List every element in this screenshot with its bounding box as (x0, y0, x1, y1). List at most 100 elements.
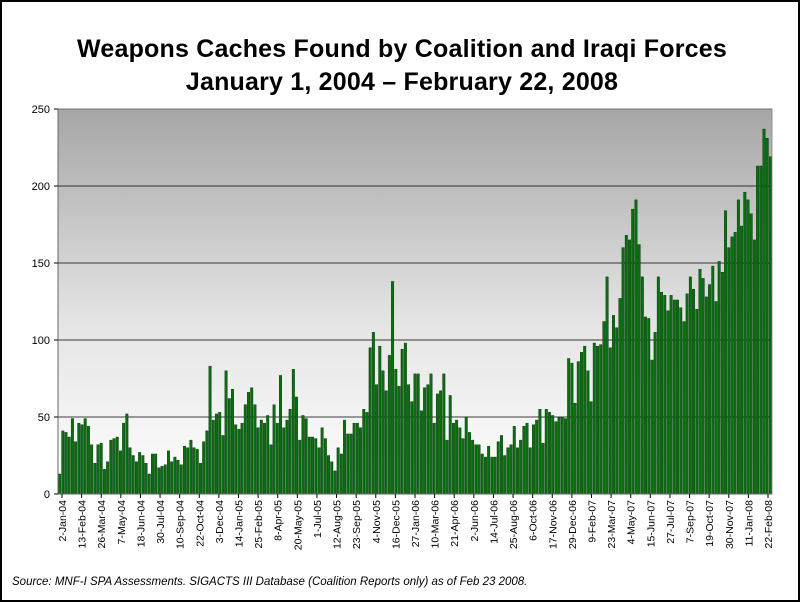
x-tick-label: 7-May-04 (116, 500, 128, 545)
bar (692, 288, 696, 495)
bar (724, 210, 728, 495)
bar (576, 361, 580, 495)
bar (352, 422, 356, 495)
bar (381, 370, 385, 495)
x-tick-label: 20-May-05 (292, 500, 304, 550)
bar (301, 415, 305, 495)
x-tick-label: 15-Jun-07 (645, 500, 657, 547)
bar (477, 444, 481, 495)
x-tick-label: 14-Jan-05 (234, 500, 246, 547)
x-tick-label: 22-Feb-08 (763, 500, 775, 549)
bar (538, 409, 542, 495)
bar (86, 426, 90, 495)
x-tick-label: 27-Jan-06 (410, 500, 422, 547)
bar (666, 310, 670, 495)
bar (202, 441, 206, 495)
bar (656, 276, 660, 495)
bar (320, 427, 324, 495)
bar (733, 231, 737, 495)
bar (183, 446, 186, 495)
bar (704, 296, 708, 495)
x-tick-label: 19-Oct-07 (704, 500, 716, 547)
bar (471, 439, 475, 495)
bar (499, 435, 503, 495)
bar (455, 419, 459, 495)
bar (211, 419, 215, 495)
bar (644, 316, 647, 495)
bar (295, 396, 298, 495)
bar (583, 345, 587, 495)
bar (384, 390, 388, 495)
bar (77, 422, 81, 495)
bar (736, 199, 740, 495)
bar (349, 433, 353, 495)
bar (717, 261, 721, 495)
bar (503, 455, 507, 495)
bar (660, 292, 663, 495)
bar (263, 422, 266, 495)
bar (596, 345, 599, 495)
bar (151, 453, 154, 495)
bar (679, 307, 683, 495)
x-tick-label: 14-Jul-06 (488, 500, 500, 544)
bar (221, 435, 225, 495)
bar (416, 373, 420, 495)
bar (740, 225, 744, 495)
bar (512, 426, 516, 495)
y-tick-label: 150 (32, 258, 50, 270)
bar (519, 439, 523, 495)
bar (109, 439, 113, 495)
bar (480, 453, 484, 495)
x-tick-label: 13-Feb-04 (77, 500, 89, 549)
bar (573, 402, 577, 495)
bar (186, 447, 190, 495)
bar (125, 413, 129, 495)
bar (628, 239, 631, 495)
bar (410, 401, 414, 495)
bar (317, 447, 321, 495)
bar (727, 247, 731, 495)
bar (640, 276, 644, 495)
bar (173, 456, 177, 495)
bar (400, 349, 404, 495)
bar (323, 438, 327, 495)
bar (525, 422, 529, 495)
bar (708, 284, 712, 495)
bar (397, 386, 401, 495)
bar (762, 128, 766, 495)
bar (608, 347, 612, 495)
bar (743, 191, 747, 495)
bar (288, 409, 292, 495)
bar (275, 422, 279, 495)
x-tick-label: 30-Jul-04 (155, 500, 167, 544)
bar (592, 342, 596, 495)
bar (208, 365, 212, 495)
x-tick-label: 4-Nov-05 (371, 500, 383, 543)
bar (516, 447, 519, 495)
bar (429, 373, 433, 495)
bar (160, 466, 164, 495)
bar (272, 404, 276, 495)
bar (391, 281, 395, 495)
bar (147, 473, 151, 495)
bar (522, 426, 526, 495)
bar (535, 419, 539, 495)
chart-title-line1: Weapons Caches Found by Coalition and Ir… (77, 35, 727, 63)
bar (102, 469, 106, 495)
bar (756, 165, 760, 495)
bar (307, 436, 311, 495)
bar (112, 438, 116, 495)
bar (218, 412, 222, 495)
bar (144, 463, 148, 495)
bar (541, 442, 545, 495)
bar (701, 278, 705, 495)
bar (118, 450, 122, 495)
bar (237, 429, 241, 495)
x-tick-label: 8-Apr-05 (273, 500, 285, 541)
bar (615, 327, 619, 495)
x-tick-label: 27-Jul-07 (665, 500, 677, 544)
x-tick-label: 30-Nov-07 (724, 500, 736, 549)
bar (154, 453, 158, 495)
bar (58, 473, 62, 495)
bar (61, 430, 65, 495)
